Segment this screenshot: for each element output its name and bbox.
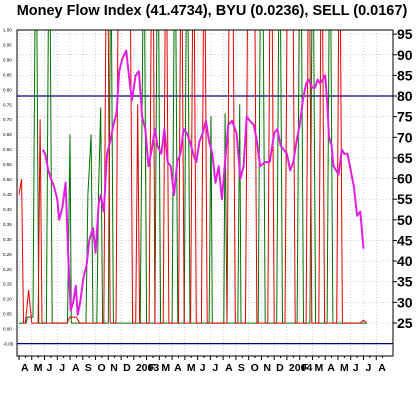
- x-axis-tick-label: A: [327, 362, 335, 374]
- x-axis-tick-label: J: [353, 362, 359, 374]
- x-axis-tick-label: O: [251, 362, 259, 374]
- x-axis-tick-label: 2003: [136, 362, 160, 374]
- right-axis-tick-label: 65: [397, 150, 413, 166]
- x-axis-tick-label: S: [238, 362, 245, 374]
- x-axis-tick-label: A: [174, 362, 182, 374]
- left-axis-tick-label: 0.60: [3, 147, 12, 152]
- x-axis-tick-label: M: [187, 362, 196, 374]
- left-axis-tick-label: 0.45: [3, 192, 12, 197]
- chart-title: Money Flow Index (41.4734), BYU (0.0236)…: [17, 3, 408, 19]
- x-axis-tick-label: J: [365, 362, 371, 374]
- x-axis-tick-label: F: [302, 362, 309, 374]
- right-axis-tick-label: 90: [397, 47, 413, 63]
- left-axis-tick-label: 0.00: [3, 327, 12, 332]
- x-axis-tick-label: A: [21, 362, 29, 374]
- left-axis-tick-label: 0.35: [3, 222, 12, 227]
- left-axis-tick-label: 1.00: [3, 28, 12, 33]
- left-axis: 1.00 0.95 0.90 0.85 0.80 0.75 0.70 0.65 0.60 0.55…: [3, 28, 14, 347]
- right-axis-tick-label: 95: [397, 26, 413, 42]
- left-axis-tick-label: -0.05: [3, 342, 14, 347]
- x-axis-tick-label: F: [149, 362, 156, 374]
- left-axis-tick-label: 0.25: [3, 252, 12, 257]
- x-axis-tick-label: O: [98, 362, 106, 374]
- x-axis-tick-label: J: [212, 362, 218, 374]
- right-axis-tick-label: 70: [397, 129, 413, 145]
- reference-lines: [17, 95, 393, 345]
- left-axis-tick-label: 0.20: [3, 267, 12, 272]
- x-axis-tick-label: A: [72, 362, 80, 374]
- left-axis-tick-label: 0.70: [3, 117, 12, 122]
- right-axis-tick-label: 60: [397, 171, 413, 187]
- x-axis-tick-label: N: [263, 362, 271, 374]
- mfi-series-line: [41, 49, 365, 316]
- right-axis-tick-label: 35: [397, 274, 413, 290]
- right-axis-tick-label: 30: [397, 294, 413, 310]
- left-axis-tick-label: 0.85: [3, 72, 12, 77]
- x-axis-tick-label: 2004: [289, 362, 313, 374]
- x-axis-tick-label: D: [123, 362, 131, 374]
- right-axis-tick-label: 25: [397, 315, 413, 331]
- right-axis-tick-label: 45: [397, 232, 413, 248]
- left-axis-tick-label: 0.40: [3, 207, 12, 212]
- x-axis-tick-label: J: [59, 362, 65, 374]
- right-axis-tick-label: 50: [397, 212, 413, 228]
- x-axis-tick-label: J: [47, 362, 53, 374]
- left-axis-tick-label: 0.50: [3, 177, 12, 182]
- left-axis-tick-label: 0.65: [3, 132, 12, 137]
- right-axis-tick-label: 80: [397, 88, 413, 104]
- right-axis-tick-label: 85: [397, 67, 413, 83]
- x-axis-tick-label: M: [161, 362, 170, 374]
- left-axis-tick-label: 0.55: [3, 162, 12, 167]
- x-axis-tick-label: A: [378, 362, 386, 374]
- right-axis-tick-label: 40: [397, 253, 413, 269]
- x-axis-tick-label: D: [276, 362, 284, 374]
- left-axis-tick-label: 0.10: [3, 297, 12, 302]
- x-axis-tick-label: M: [340, 362, 349, 374]
- right-axis-tick-label: 55: [397, 191, 413, 207]
- right-axis: 95 90 85 80 75 70 65 60 55 50 45 40 35 30 25: [393, 26, 413, 331]
- x-axis-tick-label: N: [110, 362, 118, 374]
- left-axis-tick-label: 0.75: [3, 102, 12, 107]
- left-axis-tick-label: 0.30: [3, 237, 12, 242]
- x-axis-tick-label: J: [200, 362, 206, 374]
- x-axis-tick-label: M: [314, 362, 323, 374]
- x-axis-tick-label: M: [34, 362, 43, 374]
- left-axis-tick-label: 0.95: [3, 42, 12, 47]
- left-axis-tick-label: 0.15: [3, 282, 12, 287]
- left-axis-tick-label: 0.90: [3, 57, 12, 62]
- left-axis-tick-label: 0.05: [3, 312, 12, 317]
- right-axis-tick-label: 75: [397, 109, 413, 125]
- plot-frame: [16, 29, 394, 357]
- x-axis-tick-label: S: [85, 362, 92, 374]
- x-axis-tick-label: A: [225, 362, 233, 374]
- left-axis-tick-label: 0.80: [3, 87, 12, 92]
